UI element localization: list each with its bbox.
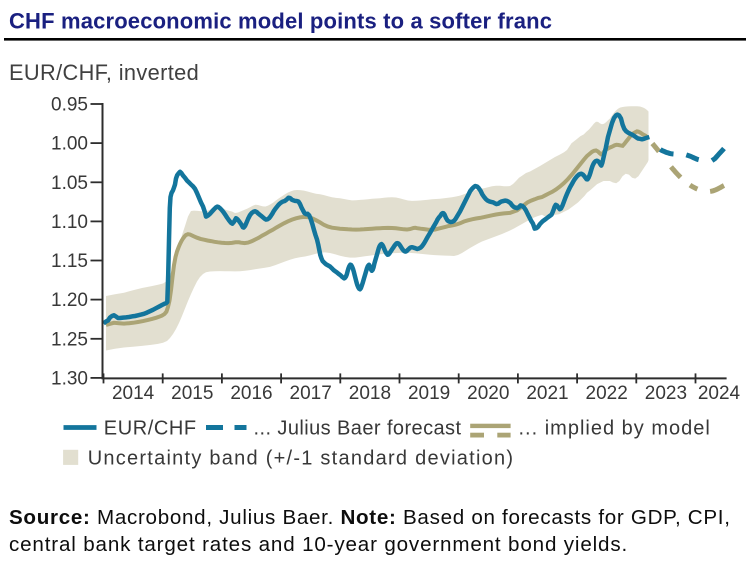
svg-text:EUR/CHF, inverted: EUR/CHF, inverted	[9, 60, 199, 85]
svg-text:1.30: 1.30	[51, 368, 88, 389]
svg-text:2024: 2024	[698, 383, 741, 404]
svg-text:2015: 2015	[171, 383, 213, 404]
svg-text:2020: 2020	[467, 383, 509, 404]
svg-text:2017: 2017	[290, 383, 332, 404]
svg-text:2023: 2023	[645, 383, 687, 404]
svg-text:2016: 2016	[230, 383, 272, 404]
svg-text:2022: 2022	[586, 383, 628, 404]
svg-text:Source: Macrobond, Julius Baer: Source: Macrobond, Julius Baer. Note: Ba…	[9, 506, 731, 529]
svg-text:0.95: 0.95	[51, 95, 88, 116]
svg-text:1.25: 1.25	[51, 329, 88, 350]
svg-text:... implied by model: ... implied by model	[519, 418, 711, 440]
svg-text:1.00: 1.00	[51, 134, 88, 155]
svg-text:central bank target rates and: central bank target rates and 10-year go…	[9, 533, 628, 556]
svg-text:1.20: 1.20	[51, 290, 88, 311]
svg-text:1.10: 1.10	[51, 212, 88, 233]
svg-text:2019: 2019	[408, 383, 450, 404]
svg-text:... Julius Baer forecast: ... Julius Baer forecast	[254, 418, 462, 440]
svg-text:2021: 2021	[526, 383, 568, 404]
svg-text:2014: 2014	[112, 383, 155, 404]
svg-text:2018: 2018	[349, 383, 391, 404]
svg-text:CHF macroeconomic model points: CHF macroeconomic model points to a soft…	[9, 9, 552, 34]
svg-text:1.15: 1.15	[51, 251, 88, 272]
svg-text:Uncertainty band (+/-1 standar: Uncertainty band (+/-1 standard deviatio…	[88, 447, 515, 469]
svg-text:EUR/CHF: EUR/CHF	[104, 418, 197, 440]
svg-text:1.05: 1.05	[51, 173, 88, 194]
